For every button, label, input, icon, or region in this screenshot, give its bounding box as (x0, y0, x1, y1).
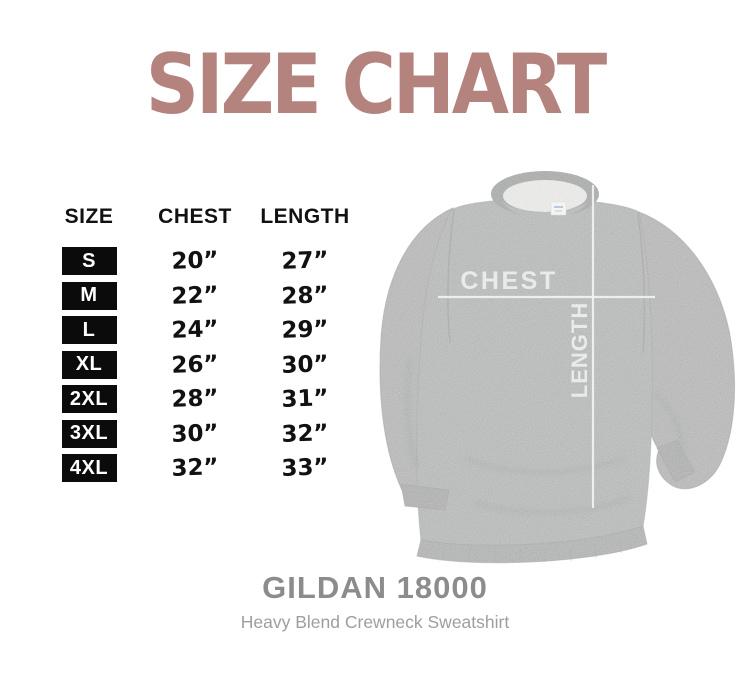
chest-value: 30” (170, 419, 220, 448)
collar-front-lip (501, 200, 589, 218)
table-row: L 24” 29” (34, 316, 364, 344)
column-header-chest: CHEST (158, 205, 232, 228)
size-badge: 3XL (61, 419, 117, 448)
table-row: XL 26” 30” (34, 350, 364, 379)
product-name: GILDAN 18000 (262, 570, 488, 605)
chest-value: 24” (170, 316, 220, 344)
length-value: 30” (280, 350, 330, 379)
chest-value: 26” (170, 350, 220, 379)
table-row: M 22” 28” (34, 281, 364, 310)
sweatshirt-photo: CHEST LENGTH (355, 158, 747, 573)
waistband-ribbing (443, 538, 622, 563)
table-row: S 20” 27” (34, 247, 364, 275)
left-cuff (400, 483, 450, 511)
size-badge: M (61, 281, 117, 310)
page-title: SIZE CHART (145, 36, 607, 133)
sweatshirt-garment (379, 171, 735, 564)
size-badge: S (61, 247, 117, 275)
column-header-size: SIZE (64, 205, 114, 228)
size-badge: 4XL (61, 454, 117, 482)
sweatshirt-diagram: CHEST LENGTH (379, 171, 735, 564)
waistband (416, 525, 648, 564)
seams (447, 209, 646, 354)
torso (416, 198, 653, 546)
product-subtitle: Heavy Blend Crewneck Sweatshirt (240, 612, 510, 632)
table-body: S 20” 27” M 22” 28” L 24” 29” XL 26” 30” 2XL 28” 31” 3X… (34, 247, 364, 482)
collar-inner (503, 180, 587, 212)
length-value: 31” (280, 385, 330, 413)
size-badge: XL (61, 350, 117, 379)
table-row: 3XL 30” 32” (34, 419, 364, 448)
right-cuff (656, 439, 696, 483)
length-value: 28” (280, 281, 330, 310)
table-header-row: SIZE CHEST LENGTH (34, 205, 364, 247)
table-row: 4XL 32” 33” (34, 454, 364, 482)
measurement-overlay: CHEST LENGTH (438, 185, 655, 508)
length-value: 27” (280, 247, 330, 275)
length-value: 33” (280, 454, 330, 482)
size-table: SIZE CHEST LENGTH S 20” 27” M 22” 28” L 24” 29” X… (34, 205, 364, 489)
length-value: 32” (280, 419, 330, 448)
size-badge: 2XL (61, 385, 117, 413)
chest-value: 28” (170, 385, 220, 413)
length-label: LENGTH (567, 302, 592, 398)
length-value: 29” (280, 316, 330, 344)
neck-tag (550, 201, 567, 216)
size-badge: L (61, 316, 117, 344)
fabric-folds (404, 357, 685, 515)
chest-value: 32” (170, 454, 220, 482)
chest-value: 20” (170, 247, 220, 275)
chest-value: 22” (170, 281, 220, 310)
column-header-length: LENGTH (260, 205, 350, 228)
chest-label: CHEST (460, 267, 557, 295)
table-row: 2XL 28” 31” (34, 385, 364, 413)
